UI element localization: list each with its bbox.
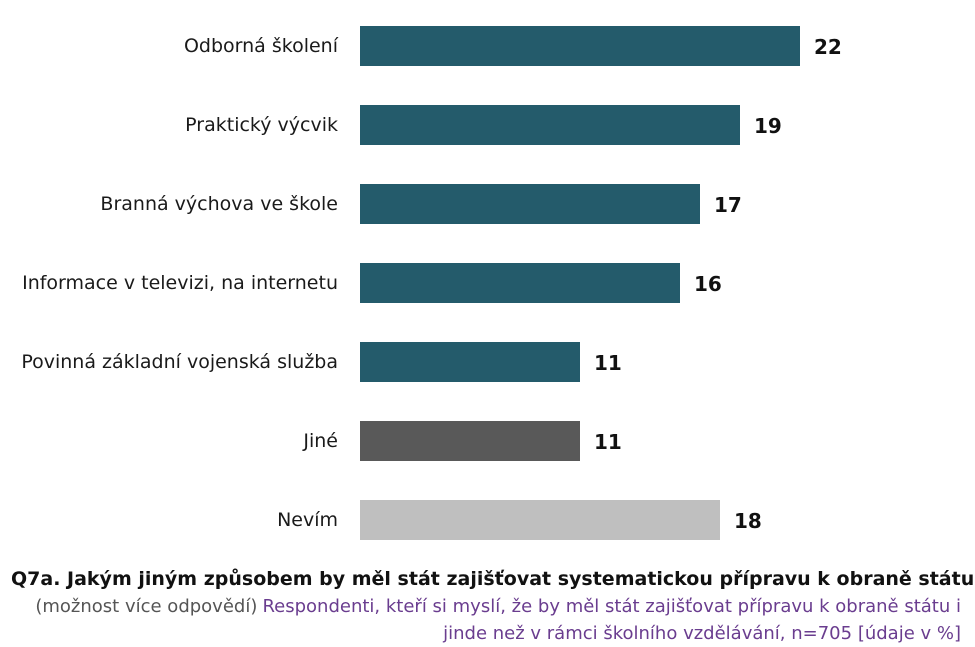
bar-2	[360, 105, 740, 145]
multiple-answers-note: (možnost více odpovědí)	[35, 596, 258, 617]
category-label-6: Jiné	[302, 430, 338, 452]
bar-6	[360, 421, 580, 461]
bar-chart: Odborná školení 22 Praktický výcvik 19 Brann…	[21, 26, 842, 540]
bar-4	[360, 263, 680, 303]
category-label-3: Branná výchova ve škole	[100, 193, 338, 215]
bar-3	[360, 184, 700, 224]
respondents-note: Respondenti, kteří si myslí, že by měl s…	[262, 596, 961, 644]
bar-5	[360, 342, 580, 382]
value-label-5: 11	[594, 351, 622, 375]
category-label-4: Informace v televizi, na internetu	[22, 272, 338, 294]
category-label-2: Praktický výcvik	[185, 114, 338, 136]
question-text: Q7a. Jakým jiným způsobem by měl stát za…	[11, 568, 975, 590]
chart-caption: Q7a. Jakým jiným způsobem by měl stát za…	[11, 566, 975, 647]
value-label-7: 18	[734, 509, 762, 533]
value-label-4: 16	[694, 272, 722, 296]
value-label-2: 19	[754, 114, 782, 138]
bar-1	[360, 26, 800, 66]
category-label-1: Odborná školení	[184, 35, 339, 57]
category-label-5: Povinná základní vojenská služba	[21, 351, 338, 373]
value-label-3: 17	[714, 193, 742, 217]
bar-7	[360, 500, 720, 540]
category-label-7: Nevím	[277, 509, 338, 531]
value-label-1: 22	[814, 35, 842, 59]
value-label-6: 11	[594, 430, 622, 454]
